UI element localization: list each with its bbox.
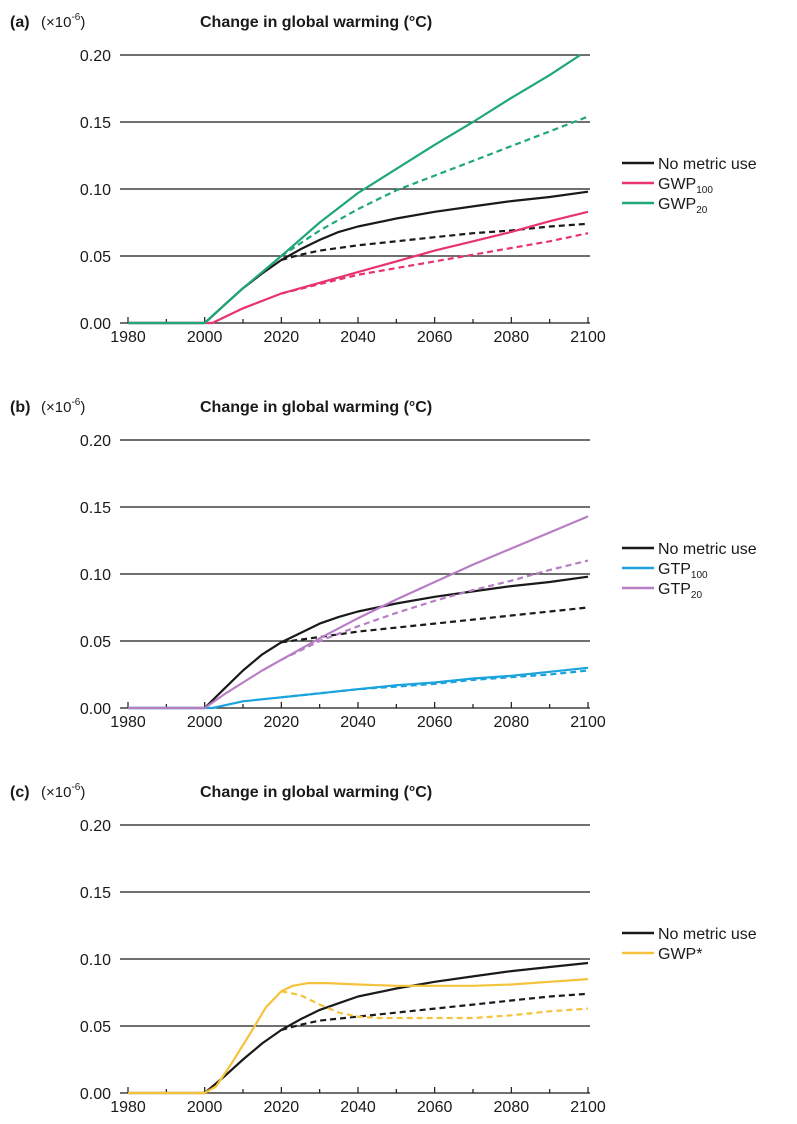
y-tick-label: 0.00 (80, 1086, 111, 1103)
series-line-solid (128, 190, 589, 325)
x-tick-label: 2060 (417, 1099, 453, 1116)
x-tick-label: 2040 (340, 714, 376, 731)
legend-entry: GWP* (658, 946, 702, 963)
legend-label: GWP (658, 176, 696, 193)
x-tick-label: 2000 (187, 329, 223, 346)
y-tick-label: 0.05 (80, 634, 111, 651)
x-tick-label: 2080 (494, 329, 530, 346)
y-tick-label: 0.10 (80, 567, 111, 584)
series-line-solid (128, 961, 589, 1095)
chart-panel-2: (b) (×10-6) Change in global warming (°C) 0… (10, 397, 757, 731)
legend-label: GTP (658, 561, 691, 578)
x-tick-label: 1980 (110, 1099, 146, 1116)
y-multiplier-exponent: -6 (71, 397, 80, 408)
y-tick-label: 0.15 (80, 885, 111, 902)
chart-title: Change in global warming (°C) (200, 784, 432, 801)
x-tick-label: 2020 (264, 329, 300, 346)
legend-entry: GTP20 (658, 581, 702, 601)
y-multiplier-close: ) (80, 399, 85, 416)
y-multiplier-exponent: -6 (71, 12, 80, 23)
y-tick-label: 0.00 (80, 316, 111, 333)
y-tick-label: 0.15 (80, 500, 111, 517)
y-multiplier-base: (×10 (41, 14, 71, 31)
y-multiplier-close: ) (80, 784, 85, 801)
series-line-solid (128, 54, 581, 325)
x-tick-label: 2080 (494, 714, 530, 731)
x-tick-label: 2060 (417, 714, 453, 731)
x-tick-label: 1980 (110, 714, 146, 731)
y-tick-label: 0.05 (80, 1019, 111, 1036)
legend-label: No metric use (658, 156, 757, 173)
y-tick-label: 0.20 (80, 818, 111, 835)
legend-entry: No metric use (658, 926, 757, 943)
panel-label: (c) (10, 784, 30, 801)
legend-subscript: 20 (696, 205, 708, 216)
legend-entry: GTP100 (658, 561, 708, 581)
series-line-solid (128, 515, 589, 710)
legend-entry: GWP20 (658, 196, 708, 216)
legend-entry: No metric use (658, 156, 757, 173)
series-line-solid (128, 978, 589, 1095)
x-tick-label: 2060 (417, 329, 453, 346)
series-line-dashed (281, 222, 589, 262)
series-line-dashed (281, 606, 589, 644)
x-tick-label: 2040 (340, 329, 376, 346)
x-tick-label: 2000 (187, 714, 223, 731)
series-line-solid (128, 575, 589, 710)
x-tick-label: 1980 (110, 329, 146, 346)
y-multiplier-base: (×10 (41, 784, 71, 801)
legend-label: GWP* (658, 946, 702, 963)
legend-label: No metric use (658, 541, 757, 558)
y-multiplier-base: (×10 (41, 399, 71, 416)
x-tick-label: 2040 (340, 1099, 376, 1116)
y-tick-label: 0.00 (80, 701, 111, 718)
y-tick-label: 0.10 (80, 182, 111, 199)
panel-label: (b) (10, 399, 30, 416)
y-tick-label: 0.20 (80, 48, 111, 65)
series-line-dashed (281, 232, 589, 295)
chart-title: Change in global warming (°C) (200, 14, 432, 31)
y-multiplier-exponent: -6 (71, 782, 80, 793)
series-line-solid (128, 210, 589, 325)
legend-entry: GWP100 (658, 176, 713, 196)
legend-subscript: 100 (696, 185, 713, 196)
series-line-dashed (281, 669, 589, 699)
series-line-dashed (280, 115, 589, 257)
y-tick-label: 0.15 (80, 115, 111, 132)
x-tick-label: 2080 (494, 1099, 530, 1116)
panel-label: (a) (10, 14, 30, 31)
legend-label: No metric use (658, 926, 757, 943)
series-line-dashed (281, 992, 589, 1032)
x-tick-label: 2100 (570, 1099, 606, 1116)
y-tick-label: 0.20 (80, 433, 111, 450)
series-line-dashed (281, 990, 589, 1020)
legend-label: GTP (658, 581, 691, 598)
chart-title: Change in global warming (°C) (200, 399, 432, 416)
x-tick-label: 2100 (570, 329, 606, 346)
legend-entry: No metric use (658, 541, 757, 558)
x-tick-label: 2000 (187, 1099, 223, 1116)
legend-subscript: 20 (691, 590, 703, 601)
x-tick-label: 2020 (264, 714, 300, 731)
chart-panel-1: (a) (×10-6) Change in global warming (°C) 0… (10, 12, 757, 346)
chart-panel-3: (c) (×10-6) Change in global warming (°C) 0… (10, 782, 757, 1116)
legend-label: GWP (658, 196, 696, 213)
y-tick-label: 0.10 (80, 952, 111, 969)
y-multiplier: (×10-6) (41, 12, 85, 31)
series-line-solid (128, 666, 589, 710)
y-multiplier: (×10-6) (41, 782, 85, 801)
y-multiplier-close: ) (80, 14, 85, 31)
x-tick-label: 2020 (264, 1099, 300, 1116)
legend-subscript: 100 (691, 570, 708, 581)
series-line-dashed (280, 559, 589, 661)
x-tick-label: 2100 (570, 714, 606, 731)
y-tick-label: 0.05 (80, 249, 111, 266)
y-multiplier: (×10-6) (41, 397, 85, 416)
